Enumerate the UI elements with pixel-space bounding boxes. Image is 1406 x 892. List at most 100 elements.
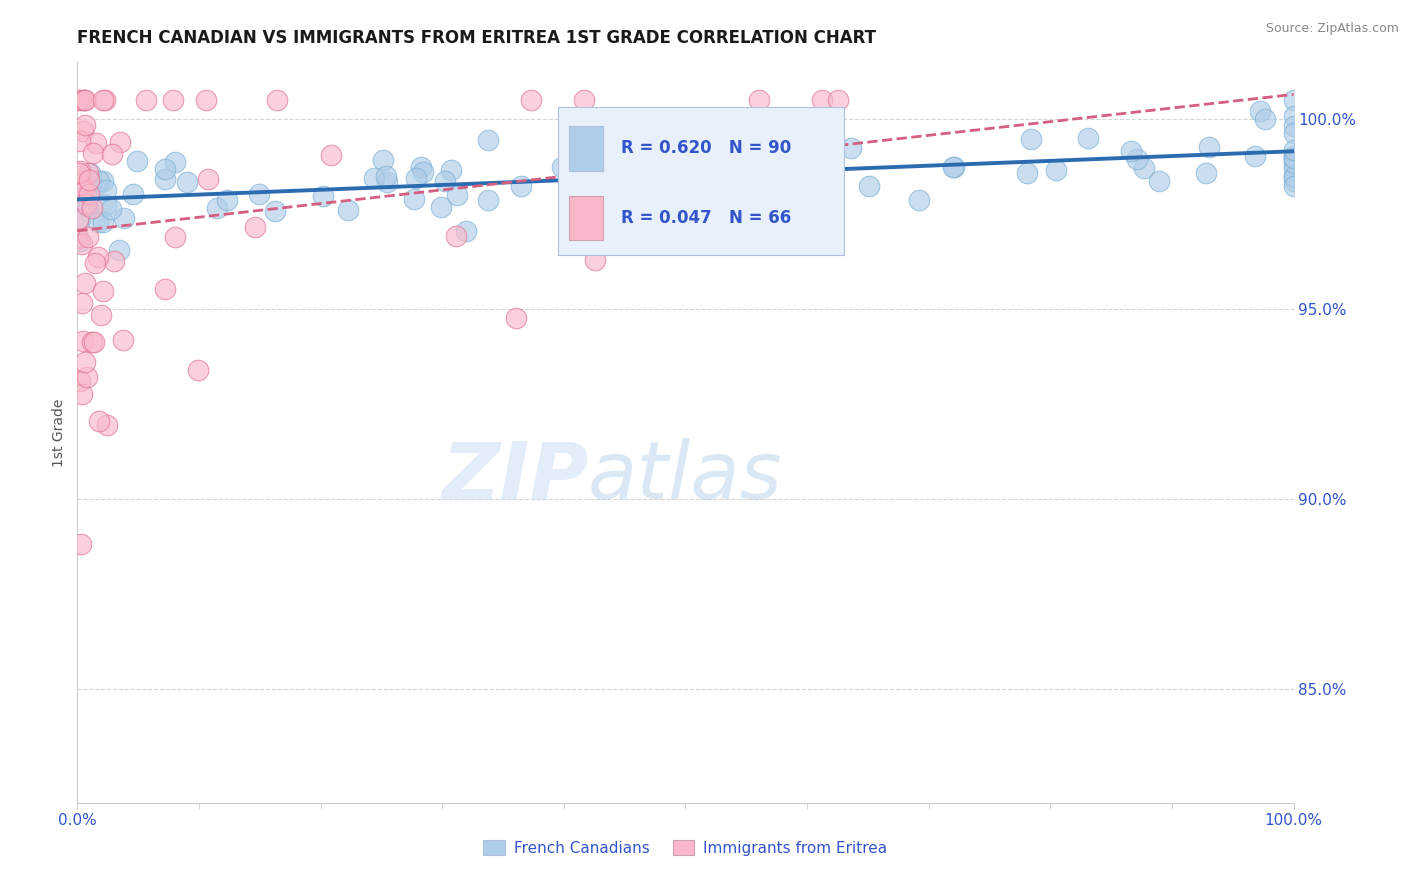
Point bbox=[477, 133, 499, 147]
Point bbox=[1282, 94, 1305, 108]
Point bbox=[444, 229, 467, 244]
Point bbox=[567, 160, 589, 174]
Point bbox=[363, 171, 385, 186]
Point bbox=[510, 178, 533, 193]
Point bbox=[94, 198, 117, 212]
Point bbox=[91, 174, 114, 188]
Point bbox=[73, 94, 96, 108]
Point bbox=[1282, 178, 1305, 193]
Point bbox=[1282, 169, 1305, 184]
Point bbox=[551, 160, 574, 174]
Point bbox=[456, 224, 478, 238]
Point bbox=[607, 178, 630, 193]
Point bbox=[1015, 165, 1038, 179]
Legend: French Canadians, Immigrants from Eritrea: French Canadians, Immigrants from Eritre… bbox=[478, 834, 893, 862]
Point bbox=[153, 161, 176, 176]
Point bbox=[73, 118, 96, 132]
Point bbox=[1282, 156, 1305, 170]
Point bbox=[312, 189, 335, 203]
Point bbox=[73, 184, 96, 198]
Point bbox=[90, 308, 112, 322]
Point bbox=[1132, 161, 1154, 176]
Point bbox=[858, 178, 880, 193]
Point bbox=[83, 334, 105, 349]
Point bbox=[112, 211, 135, 225]
Point bbox=[641, 153, 664, 167]
Point bbox=[779, 227, 801, 241]
Point bbox=[69, 537, 91, 551]
Point bbox=[194, 94, 217, 108]
Point bbox=[75, 197, 97, 211]
Point bbox=[84, 136, 107, 150]
Point bbox=[77, 174, 100, 188]
Point bbox=[519, 94, 541, 108]
Point bbox=[96, 183, 118, 197]
Point bbox=[69, 134, 91, 148]
Point bbox=[80, 202, 103, 216]
Point bbox=[89, 174, 111, 188]
Point bbox=[264, 204, 287, 219]
Point bbox=[907, 193, 929, 207]
Point bbox=[108, 243, 131, 257]
Point bbox=[79, 166, 101, 180]
Point bbox=[73, 276, 96, 290]
Point bbox=[108, 135, 131, 149]
Point bbox=[1282, 109, 1305, 123]
Point bbox=[69, 94, 91, 108]
Point bbox=[371, 153, 394, 167]
Point bbox=[187, 363, 209, 377]
Point bbox=[83, 180, 105, 194]
Point bbox=[623, 196, 645, 211]
Point bbox=[69, 211, 91, 226]
Point bbox=[430, 200, 453, 214]
Point bbox=[688, 157, 710, 171]
Point bbox=[1282, 161, 1305, 175]
Point bbox=[70, 296, 93, 310]
Point bbox=[821, 182, 844, 196]
Point bbox=[1019, 132, 1042, 146]
Text: FRENCH CANADIAN VS IMMIGRANTS FROM ERITREA 1ST GRADE CORRELATION CHART: FRENCH CANADIAN VS IMMIGRANTS FROM ERITR… bbox=[77, 29, 876, 47]
Point bbox=[1147, 174, 1170, 188]
Point bbox=[1249, 104, 1271, 119]
Point bbox=[91, 94, 114, 108]
Point bbox=[163, 154, 186, 169]
Point bbox=[135, 94, 157, 108]
Point bbox=[153, 172, 176, 186]
Point bbox=[1282, 143, 1305, 157]
Point bbox=[733, 174, 755, 188]
Point bbox=[477, 194, 499, 208]
Point bbox=[91, 284, 114, 298]
Point bbox=[69, 374, 91, 388]
Point bbox=[162, 94, 184, 108]
Point bbox=[77, 172, 100, 186]
Point bbox=[103, 254, 125, 268]
Point bbox=[82, 146, 104, 161]
Point bbox=[1198, 139, 1220, 153]
Point bbox=[77, 166, 100, 180]
Point bbox=[96, 418, 118, 433]
Point bbox=[75, 94, 97, 108]
Text: atlas: atlas bbox=[588, 438, 783, 516]
Point bbox=[796, 133, 818, 147]
Point bbox=[76, 230, 98, 244]
Point bbox=[176, 175, 198, 189]
Point bbox=[72, 180, 94, 194]
Point bbox=[89, 413, 111, 427]
Point bbox=[405, 171, 427, 186]
Point bbox=[505, 311, 527, 326]
Point bbox=[69, 164, 91, 178]
Text: ZIP: ZIP bbox=[440, 438, 588, 516]
Point bbox=[1126, 153, 1149, 167]
Point bbox=[111, 333, 134, 347]
Point bbox=[69, 234, 91, 248]
Point bbox=[1282, 152, 1305, 166]
Point bbox=[1282, 174, 1305, 188]
Point bbox=[1282, 126, 1305, 140]
Point bbox=[76, 370, 98, 384]
Point bbox=[73, 94, 96, 108]
Point bbox=[748, 94, 770, 108]
Point bbox=[628, 196, 651, 211]
Point bbox=[75, 195, 97, 210]
Point bbox=[70, 387, 93, 401]
Point bbox=[82, 334, 104, 349]
